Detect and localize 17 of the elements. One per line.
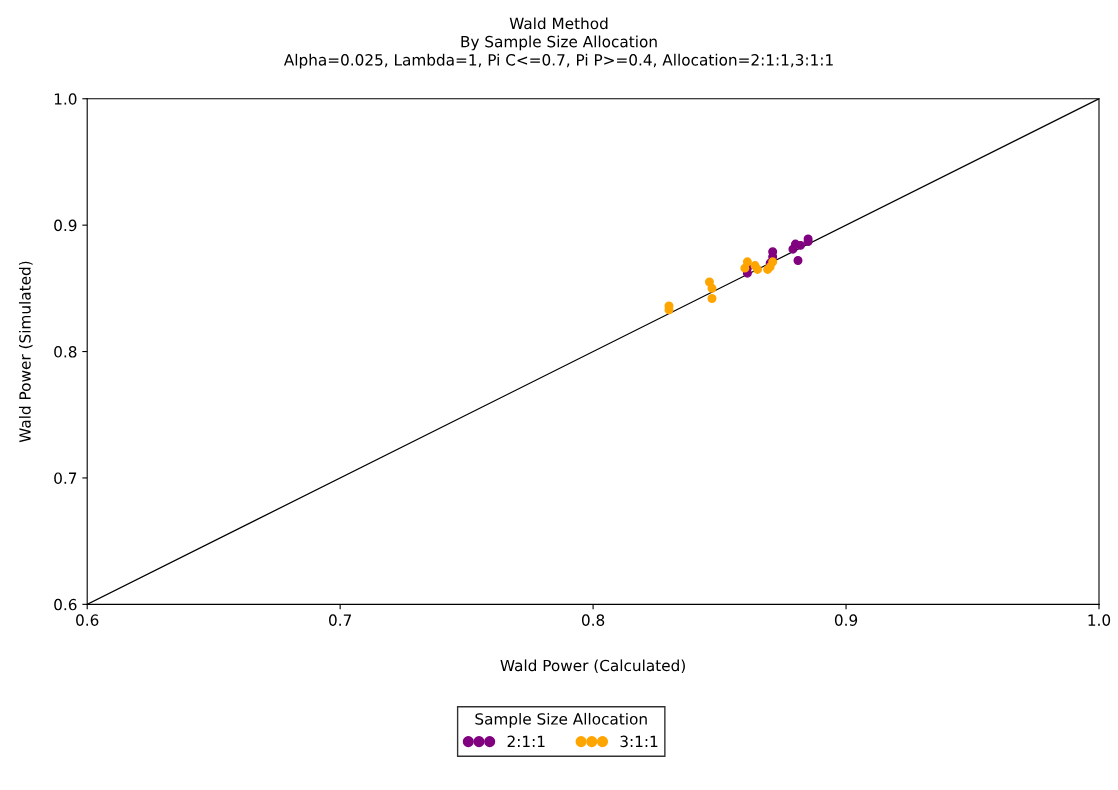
y-axis-title: Wald Power (Simulated) <box>18 261 33 443</box>
x-tick-label: 0.6 <box>76 614 99 626</box>
y-tick-label: 0.6 <box>54 598 77 611</box>
legend-label: 3:1:1 <box>620 735 658 748</box>
chart-subtitle: By Sample Size Allocation Alpha=0.025, Lambda=1, Pi C<=0.7, Pi P>=0.4, Allocation=2:1:1,3:1:1 <box>283 35 833 69</box>
x-tick-label: 0.7 <box>329 614 351 626</box>
legend-title: Sample Size Allocation <box>475 712 647 728</box>
x-tick-label: 1.0 <box>1088 614 1111 626</box>
x-tick-label: 0.9 <box>834 614 858 626</box>
x-axis-title: Wald Power (Calculated) <box>500 659 685 674</box>
y-tick-label: 0.7 <box>54 472 77 484</box>
chart-title: Wald Method <box>509 17 608 30</box>
y-tick-label: 0.9 <box>54 219 77 232</box>
legend-label: 2:1:1 <box>507 735 545 747</box>
y-tick-label: 0.8 <box>54 346 77 358</box>
y-tick-label: 1.0 <box>54 93 77 105</box>
x-tick-label: 0.8 <box>581 614 605 626</box>
